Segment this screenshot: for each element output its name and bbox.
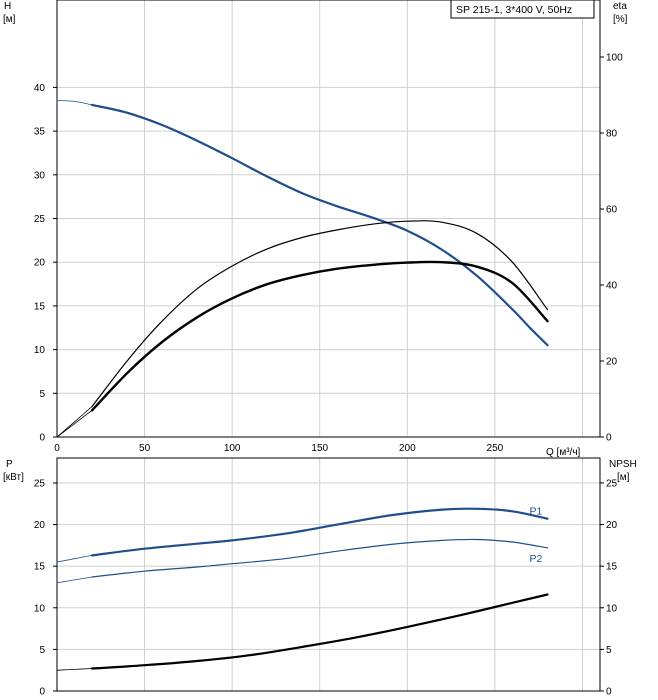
y-tick-label-left: 0	[39, 433, 45, 444]
y-tick-label-right: 100	[606, 53, 623, 64]
series-p2	[91, 538, 549, 578]
npsh-axis-title: NPSH	[609, 459, 637, 470]
y-tick-label-right: 10	[606, 603, 618, 614]
power-npsh-panel: 0 5 10 15 20 25 0 5 10 15 20 25 P1 P2	[34, 457, 618, 698]
y-tick-label-left: 30	[34, 170, 46, 181]
y-tick-label-right: 40	[606, 281, 618, 292]
x-tick-label: 250	[487, 443, 504, 454]
series-eta-total	[90, 260, 549, 412]
y-tick-label-left: 0	[39, 687, 45, 698]
series-p1	[90, 507, 549, 557]
y-tick-label-left: 10	[34, 603, 46, 614]
x-tick-label: 50	[139, 443, 151, 454]
y-tick-label-right: 25	[606, 478, 618, 489]
y-tick-label-left: 5	[39, 389, 45, 400]
model-legend-box	[450, 0, 595, 19]
x-tick-label: 0	[54, 443, 60, 454]
y-tick-label-right: 0	[606, 687, 612, 698]
y-tick-label-left: 15	[34, 562, 46, 573]
series-npsh	[90, 593, 549, 670]
series-eta	[91, 220, 549, 408]
y-tick-label-right: 60	[606, 205, 618, 216]
y-tick-label-right: 20	[606, 520, 618, 531]
series-extension	[56, 576, 93, 584]
y-tick-label-left: 40	[34, 83, 46, 94]
y-tick-label-left: 5	[39, 645, 45, 656]
series-extension	[56, 100, 93, 106]
x-tick-label: 150	[311, 443, 328, 454]
series-label-p2: P2	[529, 553, 542, 565]
x-axis-label: Q [м³/ч]	[546, 447, 581, 458]
series-h	[90, 103, 549, 347]
x-tick-label: 100	[224, 443, 241, 454]
y-tick-label-left: 35	[34, 127, 46, 138]
eta-axis-title: eta	[613, 1, 627, 12]
y-tick-label-left: 20	[34, 520, 46, 531]
model-legend-text: SP 215-1, 3*400 V, 50Hz	[456, 4, 572, 16]
p-axis-title: P	[6, 459, 13, 470]
y-tick-label-right: 20	[606, 357, 618, 368]
eta-axis-unit: [%]	[613, 14, 628, 25]
npsh-axis-unit: [м]	[617, 472, 630, 483]
y-tick-label-left: 20	[34, 258, 46, 269]
y-tick-label-right: 15	[606, 562, 618, 573]
series-extension	[56, 406, 93, 438]
h-axis-title: H	[4, 1, 11, 12]
p-axis-unit: [кВт]	[3, 472, 24, 483]
plot-frame	[56, 457, 601, 692]
series-extension	[56, 668, 93, 671]
h-axis-unit: [м]	[3, 14, 16, 25]
y-tick-label-left: 25	[34, 214, 46, 225]
performance-panel: 0 5 10 15 20 25 30 35 40 0 20 40 60 80 100 0 50 100 150 200…	[34, 0, 623, 454]
series-extension	[56, 555, 93, 563]
y-tick-label-right: 80	[606, 129, 618, 140]
y-tick-label-left: 25	[34, 478, 46, 489]
y-tick-label-left: 10	[34, 345, 46, 356]
y-tick-label-right: 5	[606, 645, 612, 656]
series-extension	[56, 410, 93, 438]
y-tick-label-left: 15	[34, 301, 46, 312]
x-tick-label: 200	[399, 443, 416, 454]
y-tick-label-right: 0	[606, 433, 612, 444]
series-label-p1: P1	[529, 506, 542, 518]
